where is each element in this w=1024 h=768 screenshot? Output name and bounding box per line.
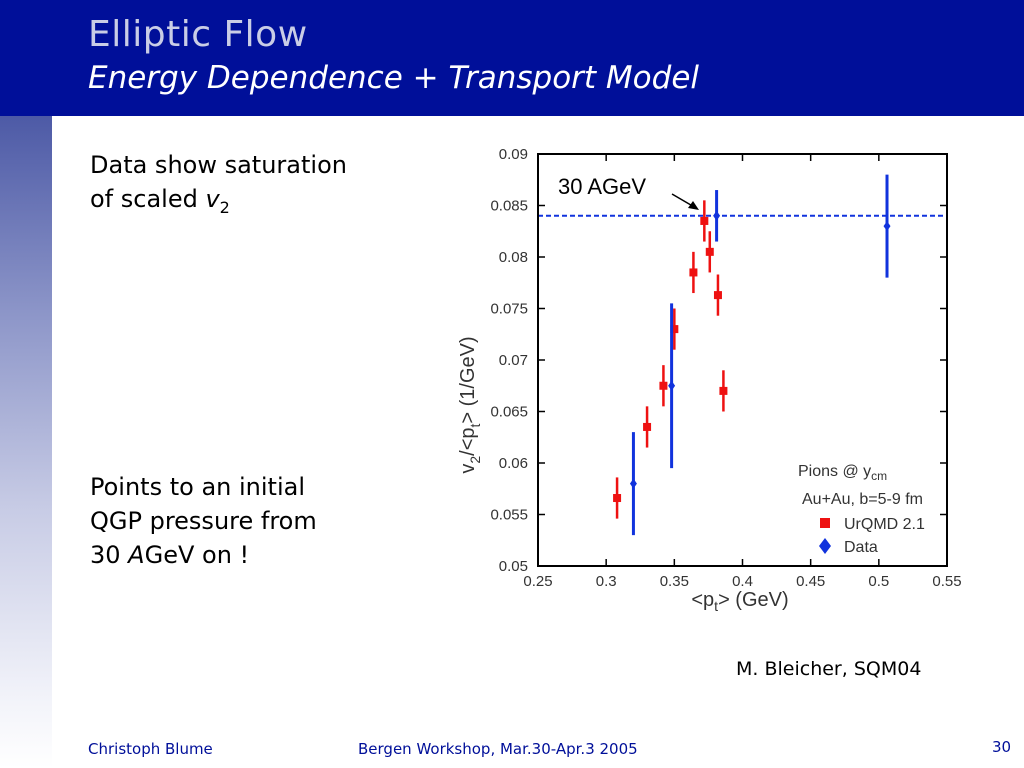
y-axis-label-vsub: 2 (467, 456, 483, 464)
x-tick-label: 0.4 (732, 573, 753, 590)
bullet-qgp-line2: QGP pressure from (90, 507, 317, 535)
bullet-saturation-line2: of scaled v2 (90, 182, 347, 225)
urqmd-point (613, 494, 622, 503)
bullet-saturation: Data show saturation of scaled v2 (90, 148, 347, 225)
data-point (629, 478, 637, 489)
legend-data-label: Data (844, 539, 878, 556)
bullet-qgp-line3-suffix: GeV on ! (144, 541, 250, 569)
slide-title: Elliptic Flow (88, 14, 308, 55)
citation: M. Bleicher, SQM04 (736, 658, 922, 680)
y-axis-label-v: v (457, 464, 479, 474)
bullet-qgp-a-letter: A (128, 541, 145, 569)
annotation-arrow-head (688, 201, 699, 210)
data-point (668, 380, 676, 391)
y-tick-label: 0.075 (490, 301, 528, 318)
legend-urqmd-label: UrQMD 2.1 (844, 516, 925, 533)
x-tick-label: 0.25 (523, 573, 552, 590)
y-tick-label: 0.07 (499, 352, 528, 369)
legend: Pions @ ycm Au+Au, b=5-9 fm UrQMD 2.1 Da… (798, 463, 925, 556)
y-tick-label: 0.08 (499, 249, 528, 266)
x-tick-label: 0.5 (868, 573, 889, 590)
urqmd-point (643, 422, 652, 431)
y-axis-label: v2/<pt> (1/GeV) (457, 336, 483, 473)
title-bar (0, 0, 1024, 116)
y-axis-label-post: > (1/GeV) (457, 336, 479, 423)
x-axis-label-sub: t (714, 598, 718, 614)
x-tick-label: 0.55 (932, 573, 961, 590)
slide-subtitle: Energy Dependence + Transport Model (88, 60, 700, 96)
x-axis-label: <pt> (GeV) (691, 589, 788, 614)
bullet-qgp-line1: Points to an initial (90, 473, 305, 501)
y-tick-label: 0.06 (499, 455, 528, 472)
y-tick-label: 0.085 (490, 198, 528, 215)
bullet-saturation-line1: Data show saturation (90, 151, 347, 179)
footer-event: Bergen Workshop, Mar.30-Apr.3 2005 (358, 740, 638, 758)
annotation-30-agev: 30 AGeV (558, 174, 646, 199)
bullet-qgp-line3: 30 AGeV on ! (90, 538, 317, 572)
x-tick-label: 0.35 (660, 573, 689, 590)
y-tick-label: 0.05 (499, 558, 528, 575)
data-point (883, 221, 891, 232)
footer-author: Christoph Blume (88, 740, 213, 758)
y-tick-label: 0.055 (490, 507, 528, 524)
legend-square-marker (820, 518, 830, 528)
urqmd-point (689, 268, 698, 277)
urqmd-point (713, 291, 722, 300)
v2-scaled-chart: 0.25 0.3 0.35 0.4 0.45 0.5 0.55 0.05 0.055 0.06 0.… (457, 146, 962, 614)
y-tick-label: 0.065 (490, 404, 528, 421)
x-tick-label: 0.45 (796, 573, 825, 590)
legend-title-text: Pions @ y (798, 463, 871, 480)
page-number: 30 (992, 738, 1012, 756)
legend-diamond-marker (819, 538, 831, 554)
y-tick-label: 0.09 (499, 146, 528, 163)
x-axis-label-post: > (GeV) (718, 589, 789, 611)
x-tick-label: 0.3 (596, 573, 617, 590)
urqmd-point (700, 216, 709, 225)
data-point (713, 210, 721, 221)
y-axis-label-psub: t (467, 424, 483, 428)
legend-collision: Au+Au, b=5-9 fm (802, 491, 923, 508)
urqmd-point (670, 325, 679, 334)
side-gradient-bar (0, 116, 52, 768)
urqmd-point (705, 247, 714, 256)
legend-title-sub: cm (871, 469, 887, 483)
y-axis-label-mid: /<p (457, 428, 479, 456)
x-axis-label-pre: <p (691, 589, 714, 611)
bullet-qgp-line3-prefix: 30 (90, 541, 129, 569)
bullet-qgp-pressure: Points to an initial QGP pressure from 3… (90, 470, 317, 572)
urqmd-point (659, 381, 668, 390)
urqmd-point (719, 386, 728, 395)
legend-title: Pions @ ycm (798, 463, 887, 483)
v2-symbol: v (205, 185, 220, 213)
bullet-saturation-prefix: of scaled (90, 185, 206, 213)
v2-subscript: 2 (219, 197, 230, 217)
